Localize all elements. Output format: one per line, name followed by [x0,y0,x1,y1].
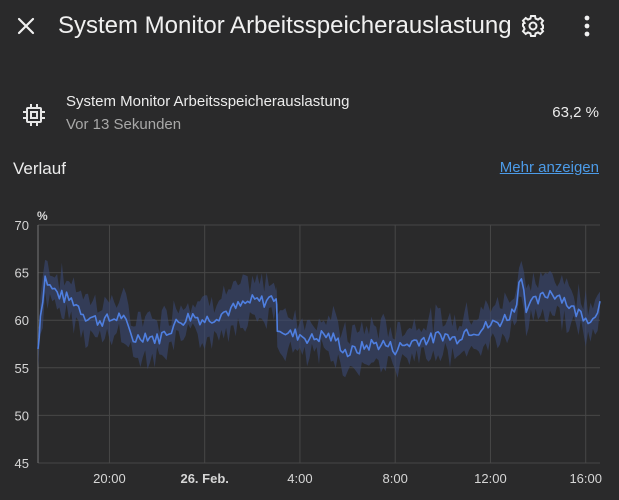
close-icon [17,17,35,35]
entity-last-updated: Vor 13 Sekunden [66,116,182,133]
history-title: Verlauf [13,159,66,178]
more-vert-icon [584,15,590,37]
entity-row[interactable]: System Monitor Arbeitsspeicherauslastung… [0,85,619,141]
min-max-band [38,259,600,378]
more-menu-button[interactable] [574,13,600,39]
y-tick-label: 70 [15,218,29,233]
entity-name: System Monitor Arbeitsspeicherauslastung [66,93,350,110]
dialog-title: System Monitor Arbeitsspeicherauslastung [58,12,510,39]
x-tick-label: 12:00 [474,471,507,486]
x-axis-labels: 20:00 26. Feb. 4:00 8:00 12:00 16:00 [93,471,602,486]
chip-icon [23,104,45,126]
x-tick-label: 16:00 [569,471,602,486]
y-tick-label: 60 [15,313,29,328]
show-more-link[interactable]: Mehr anzeigen [499,159,599,176]
history-chart[interactable]: 45 50 55 60 65 70 20:00 26. Feb. 4:00 8:00 12:00 1… [0,200,619,500]
entity-state: 63,2 % [552,104,599,121]
series-line [37,275,601,358]
settings-button[interactable] [520,13,546,39]
x-tick-label: 26. Feb. [180,471,228,486]
x-tick-label: 8:00 [383,471,408,486]
y-tick-label: 45 [15,456,29,471]
close-button[interactable] [14,14,38,38]
entity-icon [22,103,46,127]
x-tick-label: 20:00 [93,471,126,486]
y-axis-unit: % [37,209,48,223]
gear-icon [521,15,545,37]
dialog-header: System Monitor Arbeitsspeicherauslastung [0,0,619,52]
y-axis-labels: 45 50 55 60 65 70 [15,218,29,471]
y-tick-label: 55 [15,361,29,376]
x-tick-label: 4:00 [287,471,312,486]
y-tick-label: 65 [15,266,29,281]
y-tick-label: 50 [15,408,29,423]
